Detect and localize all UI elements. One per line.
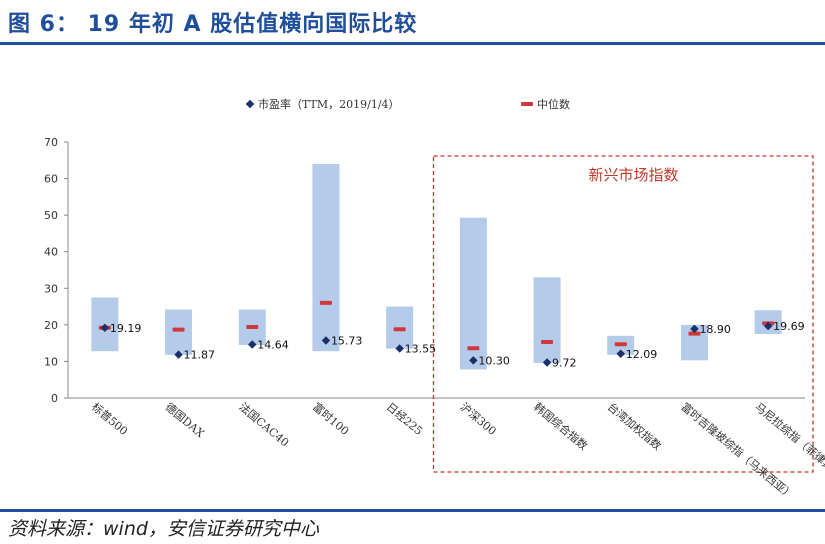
category-label: 法国CAC40 (236, 400, 292, 450)
category-label: 台湾加权指数 (605, 400, 665, 453)
y-tick-label: 40 (44, 246, 58, 259)
category-label: 韩国综合指数 (531, 400, 591, 453)
category-label: 标普500 (89, 400, 131, 438)
pe-data-label: 11.87 (184, 349, 216, 362)
legend-pe-marker (245, 99, 255, 109)
pe-data-label: 15.73 (331, 334, 363, 347)
page-title: 图 6： 19 年初 A 股估值横向国际比较 (8, 12, 418, 37)
range-bar (165, 309, 193, 355)
y-tick-label: 70 (44, 136, 58, 149)
median-marker (541, 340, 554, 345)
legend-pe-label: 市盈率（TTM，2019/1/4） (258, 97, 400, 111)
pe-data-label: 14.64 (257, 338, 289, 351)
footer-rule (0, 509, 825, 512)
pe-marker (616, 349, 625, 359)
emerging-markets-label: 新兴市场指数 (589, 166, 679, 184)
median-marker (319, 300, 332, 305)
category-label: 德国DAX (163, 400, 208, 441)
legend-median-marker (521, 102, 533, 106)
y-tick-label: 50 (44, 209, 58, 222)
range-bar (533, 277, 561, 363)
median-marker (467, 346, 480, 351)
pe-data-label: 10.30 (478, 354, 510, 367)
median-marker (393, 327, 406, 332)
pe-data-label: 12.09 (626, 348, 658, 361)
pe-marker (174, 350, 183, 359)
pe-marker (248, 340, 257, 349)
median-marker (172, 327, 185, 332)
pe-marker (690, 324, 699, 334)
pe-marker (100, 323, 110, 333)
median-marker (614, 342, 627, 347)
range-chart: 0 10 20 30 40 50 60 70 新兴市场指数 19.19 标普500 11.87 德国DA… (44, 97, 825, 502)
y-tick-label: 30 (44, 282, 58, 295)
range-bar (459, 217, 487, 370)
pe-data-label: 9.72 (552, 356, 577, 369)
pe-data-label: 13.55 (405, 342, 437, 355)
category-label: 日经225 (384, 400, 425, 438)
pe-marker (542, 358, 552, 367)
title-rule (0, 42, 825, 45)
median-marker (246, 325, 259, 330)
pe-marker (763, 321, 773, 331)
pe-data-label: 18.90 (699, 323, 731, 336)
pe-data-label: 19.19 (110, 322, 142, 335)
y-tick-label: 10 (44, 355, 58, 368)
range-bar (312, 163, 340, 352)
emerging-markets-box (432, 155, 814, 473)
pe-marker (395, 344, 404, 353)
category-label: 沪深300 (457, 400, 499, 438)
y-tick-label: 60 (44, 173, 58, 186)
pe-marker (321, 336, 331, 345)
source-note: 资料来源：wind，安信证券研究中心 (8, 518, 319, 540)
y-tick-label: 20 (44, 319, 58, 332)
legend-median-label: 中位数 (537, 97, 570, 111)
category-label: 富时100 (310, 400, 352, 438)
median-marker (688, 331, 701, 336)
pe-data-label: 19.69 (773, 320, 805, 333)
y-tick-label: 0 (51, 392, 58, 405)
pe-marker (469, 356, 478, 365)
